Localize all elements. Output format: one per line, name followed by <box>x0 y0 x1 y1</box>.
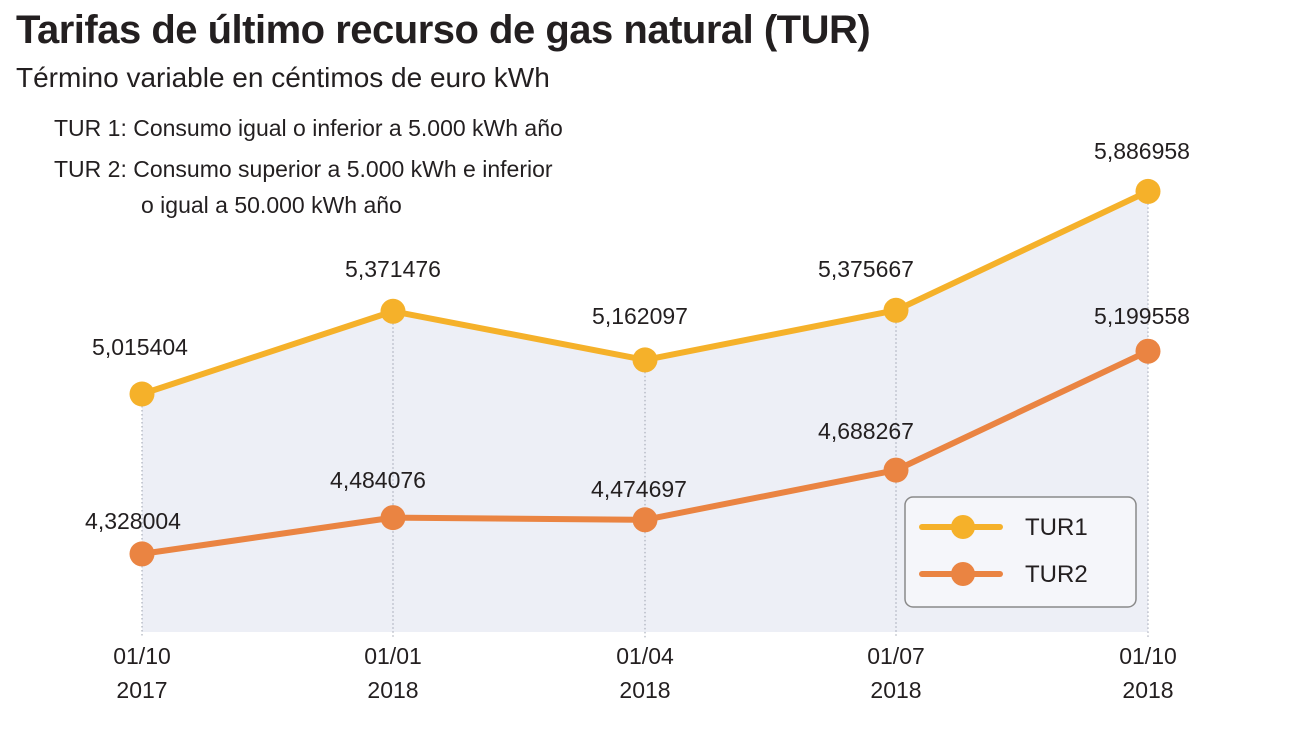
data-label-tur1: 5,015404 <box>92 334 188 360</box>
gridline-layer <box>141 191 1149 638</box>
x-tick-label-year: 2018 <box>367 677 418 703</box>
x-tick-layer: 01/10 2017 01/01 2018 01/04 2018 01/07 2018 01/1… <box>113 643 1177 703</box>
data-label-tur2: 4,484076 <box>330 467 426 493</box>
data-label-tur1: 5,886958 <box>1094 138 1190 164</box>
chart-subtitle: Término variable en céntimos de euro kWh <box>16 62 550 93</box>
data-label-tur2: 5,199558 <box>1094 303 1190 329</box>
chart-title: Tarifas de último recurso de gas natural… <box>16 8 871 52</box>
data-label-tur2: 4,688267 <box>818 418 914 444</box>
data-point-tur2 <box>129 541 155 567</box>
data-label-layer: 5,015404 5,371476 5,162097 5,375667 5,886958… <box>85 138 1190 534</box>
x-tick-label-date: 01/07 <box>867 643 925 669</box>
x-tick-label-year: 2018 <box>619 677 670 703</box>
legend-marker-tur1 <box>951 515 975 539</box>
x-tick-label-date: 01/04 <box>616 643 674 669</box>
note-tur2-line2: o igual a 50.000 kWh año <box>141 192 402 218</box>
data-point-tur2 <box>632 507 658 533</box>
note-tur1: TUR 1: Consumo igual o inferior a 5.000 … <box>54 115 563 141</box>
x-tick-label-year: 2018 <box>870 677 921 703</box>
data-label-tur2: 4,328004 <box>85 508 181 534</box>
data-point-tur2 <box>883 457 909 483</box>
legend-box <box>904 496 1137 608</box>
data-point-tur1 <box>632 347 658 373</box>
data-point-tur1 <box>129 381 155 407</box>
data-point-tur1 <box>1135 178 1161 204</box>
data-label-tur2: 4,474697 <box>591 476 687 502</box>
note-tur2-line1: TUR 2: Consumo superior a 5.000 kWh e in… <box>54 156 553 182</box>
data-point-layer <box>129 178 1161 567</box>
x-tick-label-date: 01/01 <box>364 643 422 669</box>
legend: TUR1 TUR2 <box>904 496 1137 608</box>
data-label-tur1: 5,162097 <box>592 303 688 329</box>
x-tick-label-year: 2017 <box>116 677 167 703</box>
x-tick-label-date: 01/10 <box>113 643 171 669</box>
legend-marker-tur2 <box>951 562 975 586</box>
x-tick-label-date: 01/10 <box>1119 643 1177 669</box>
data-point-tur2 <box>380 505 406 531</box>
data-point-tur1 <box>883 297 909 323</box>
data-label-tur1: 5,375667 <box>818 256 914 282</box>
legend-label-tur1: TUR1 <box>1025 514 1088 541</box>
data-label-tur1: 5,371476 <box>345 256 441 282</box>
x-tick-label-year: 2018 <box>1122 677 1173 703</box>
data-point-tur2 <box>1135 338 1161 364</box>
data-point-tur1 <box>380 298 406 324</box>
legend-label-tur2: TUR2 <box>1025 561 1088 588</box>
